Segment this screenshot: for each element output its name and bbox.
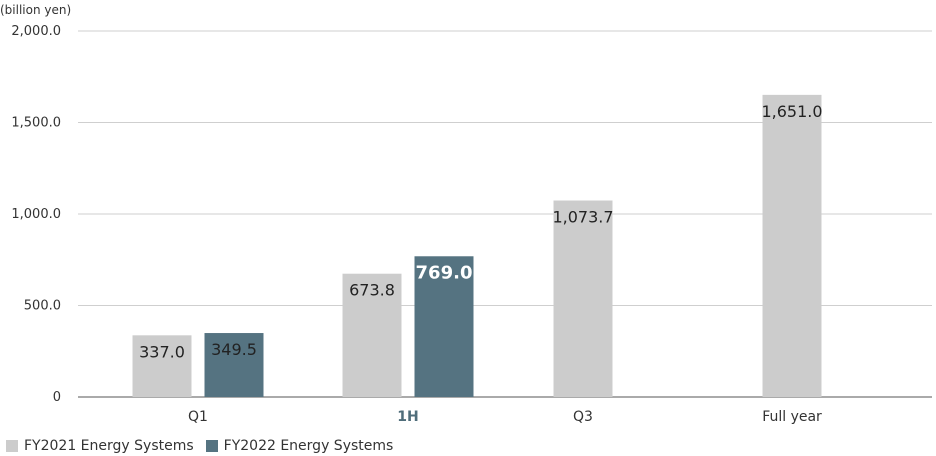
bar-fy2021 [553,200,613,397]
bar-fy2021 [762,94,822,397]
unit-label: (billion yen) [0,3,71,17]
data-label: 349.5 [211,340,257,359]
legend-item-fy2022: FY2022 Energy Systems [205,438,394,454]
x-tick-label: 1H [397,409,418,425]
x-tick-label: Full year [762,409,822,425]
y-tick-label: 1,000.0 [11,207,61,222]
x-tick-label: Q1 [188,409,208,425]
legend-swatch-fy2021 [6,440,18,452]
y-tick-label: 2,000.0 [11,24,61,39]
data-label: 1,073.7 [552,208,613,227]
bar-fy2022 [204,333,264,397]
y-tick-label: 500.0 [24,299,61,314]
legend-label-fy2022: FY2022 Energy Systems [223,438,394,454]
legend-swatch-fy2022 [205,440,218,452]
data-label: 673.8 [349,281,395,300]
bar-fy2021 [132,335,192,397]
legend-item-fy2021: FY2021 Energy Systems [6,438,194,454]
y-tick-label: 0 [53,390,61,405]
legend-label-fy2021: FY2021 Energy Systems [24,438,194,454]
bar-fy2021 [342,273,402,397]
bar-fy2022 [414,256,474,397]
data-label: 1,651.0 [761,102,822,121]
data-label: 769.0 [416,262,473,283]
bar-chart: (billion yen) 2,000.0 1,500.0 1,000.0 500.0 0… [0,3,932,425]
legend: FY2021 Energy Systems FY2022 Energy Syst… [6,438,405,454]
y-tick-label: 1,500.0 [11,116,61,131]
x-tick-label: Q3 [573,409,593,425]
data-label: 337.0 [139,342,185,361]
